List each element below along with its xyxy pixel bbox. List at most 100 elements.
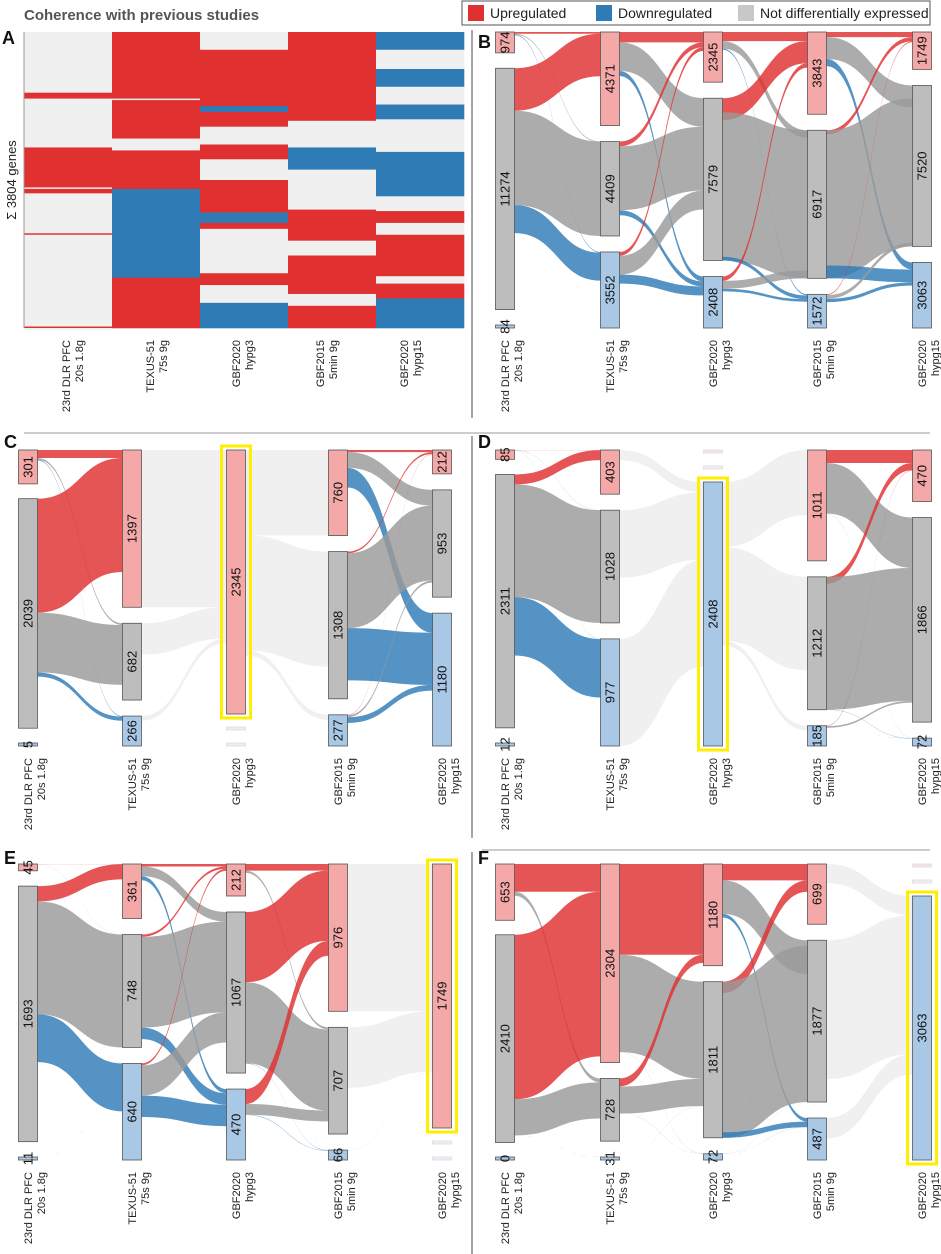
node-e-c0-down (18, 1156, 38, 1161)
node-label-c-c4-none: 953 (435, 533, 450, 555)
flow-c-c0-none-to-up (37, 457, 123, 613)
highlight-box-e (426, 858, 458, 1134)
heatmap-cell-c4-s10 (376, 234, 465, 277)
heatmap-cell-c0-s10 (24, 328, 113, 330)
flow-b-c2-up-to-up (722, 32, 808, 42)
heatmap-cell-c0-s4 (24, 187, 113, 190)
flow-c-c1-up-to-up (141, 450, 227, 608)
heatmap-cell-c1-s6 (112, 277, 201, 329)
flow-c-c1-down-to-up (141, 638, 227, 721)
node-label-e-c2-none: 1067 (229, 978, 244, 1007)
node-b-c1-none (600, 141, 620, 237)
node-label-c-c2-up: 2345 (229, 568, 244, 597)
node-b-c0-none (495, 67, 515, 311)
node-label-b-c1-down: 3552 (603, 276, 618, 305)
column-label-c-4: GBF2020hypg15 (437, 758, 462, 805)
legend-swatch-down (596, 5, 612, 21)
heatmap-cell-c2-s9 (200, 222, 289, 230)
heatmap-cell-c2-s6 (200, 159, 289, 181)
node-f-c1-up (600, 863, 620, 1063)
node-c-c4-down (432, 612, 452, 747)
node-label-e-c0-down: 11 (21, 1152, 36, 1166)
node-label-f-c1-none: 728 (603, 1099, 618, 1121)
legend-label-none: Not differentially expressed (760, 5, 929, 21)
node-label-c-c3-none: 1308 (331, 611, 346, 640)
flow-b-c3-up-to-up (826, 32, 913, 38)
flow-b-c2-down-to-down (722, 288, 808, 302)
column-label-d-0: 23rd DLR PFC20s 1.8g (500, 758, 525, 830)
node-label-f-c0-up: 653 (498, 881, 513, 903)
node-label-e-c3-up: 976 (331, 927, 346, 949)
flow-e-c1-down-to-down (141, 1095, 227, 1127)
node-label-d-c0-none: 2311 (498, 587, 513, 615)
flow-f-c3-up-to-down (826, 864, 913, 916)
flow-c-c3-down-to-up (347, 453, 433, 716)
node-label-b-c4-up: 1749 (915, 36, 930, 65)
node-e-c1-none (122, 934, 142, 1048)
node-c-c0-up (18, 449, 38, 485)
node-c-c4-none (432, 489, 452, 598)
panel-letter-e: E (4, 848, 16, 868)
column-label-a-4: GBF2020hypg15 (399, 340, 424, 387)
node-label-f-c1-down: 31 (603, 1151, 618, 1165)
flow-b-c1-down-to-down (619, 274, 704, 296)
node-label-e-c0-none: 1693 (21, 999, 36, 1028)
node-label-d-c3-up: 1011 (810, 491, 825, 519)
node-label-e-c0-up: 45 (21, 860, 36, 874)
flow-b-c3-up-to-none (826, 37, 913, 108)
heatmap-cell-c2-s10 (200, 228, 289, 274)
node-label-c-c4-down: 1180 (435, 666, 450, 694)
node-b-c3-down (807, 293, 827, 329)
column-label-e-2: GBF2020hypg3 (231, 1172, 256, 1219)
node-label-e-c3-none: 707 (331, 1070, 346, 1092)
node-b-c1-down (600, 251, 620, 329)
heatmap-ylabel: Σ 3804 genes (4, 140, 19, 220)
node-label-e-c1-up: 361 (125, 880, 140, 902)
flow-d-c0-none-to-none (514, 484, 601, 623)
heatmap-cell-c2-s11 (200, 273, 289, 286)
node-label-b-c2-none: 7579 (706, 165, 721, 194)
heatmap-cell-c1-s3 (112, 138, 201, 151)
node-d-c4-none (912, 517, 932, 723)
node-e-c1-down (122, 1062, 142, 1161)
node-b-c4-down (912, 262, 932, 329)
node-label-c-c0-up: 301 (21, 456, 36, 478)
flow-b-c3-down-to-none (826, 242, 913, 299)
flow-d-c3-none-to-none (826, 568, 913, 710)
node-f-c4-down (912, 895, 932, 1161)
flow-e-c2-none-to-up (245, 870, 329, 983)
heatmap-cell-c4-s13 (376, 298, 465, 329)
flow-c-c2-up-to-none (245, 535, 329, 667)
flow-f-c0-none-to-up (514, 891, 601, 1100)
legend-swatch-none (738, 5, 754, 21)
node-label-f-c0-none: 2410 (498, 1024, 513, 1053)
flow-b-c1-none-to-down (619, 210, 704, 287)
flow-c-c0-none-to-down (37, 672, 123, 721)
flow-e-c0-up-to-none (37, 864, 123, 935)
node-label-d-c1-up: 403 (603, 461, 618, 483)
nodes-d: 85 2311 12 403 1028 977 2408 1011 1212 185 470 1866… (495, 447, 932, 752)
node-e-c3-none (328, 1026, 348, 1135)
legend-label-up: Upregulated (490, 5, 566, 21)
nodes-f: 653 2410 0 2304 728 31 1180 1811 72 699 1877 487 306… (495, 863, 932, 1166)
flow-d-c3-up-to-up (826, 450, 913, 464)
heatmap-cell-c2-s2 (200, 106, 289, 113)
node-c-c0-down (18, 742, 38, 747)
flow-e-c3-down-to-up (347, 1071, 433, 1151)
flow-c-c3-down-to-down (347, 684, 433, 723)
flows-f (514, 864, 913, 1158)
flow-b-c1-down-to-up (619, 47, 704, 256)
heatmap-cell-c4-s5 (376, 119, 465, 153)
heatmap-cell-c2-s13 (200, 302, 289, 329)
heatmap-cell-c4-s0 (376, 32, 465, 51)
flow-d-c3-up-to-none (826, 463, 913, 569)
flow-b-c0-none-to-up (514, 33, 601, 111)
column-label-c-3: GBF20155min 9g (333, 758, 358, 805)
flow-e-c1-down-to-none (141, 1012, 227, 1096)
heatmap-cell-c2-s1 (200, 49, 289, 107)
flow-d-c3-none-to-up (826, 463, 913, 584)
node-d-c3-down (807, 725, 827, 747)
node-d-c0-down (495, 742, 515, 747)
node-label-d-c4-none: 1866 (915, 605, 930, 634)
heatmap-cell-c2-s4 (200, 126, 289, 145)
